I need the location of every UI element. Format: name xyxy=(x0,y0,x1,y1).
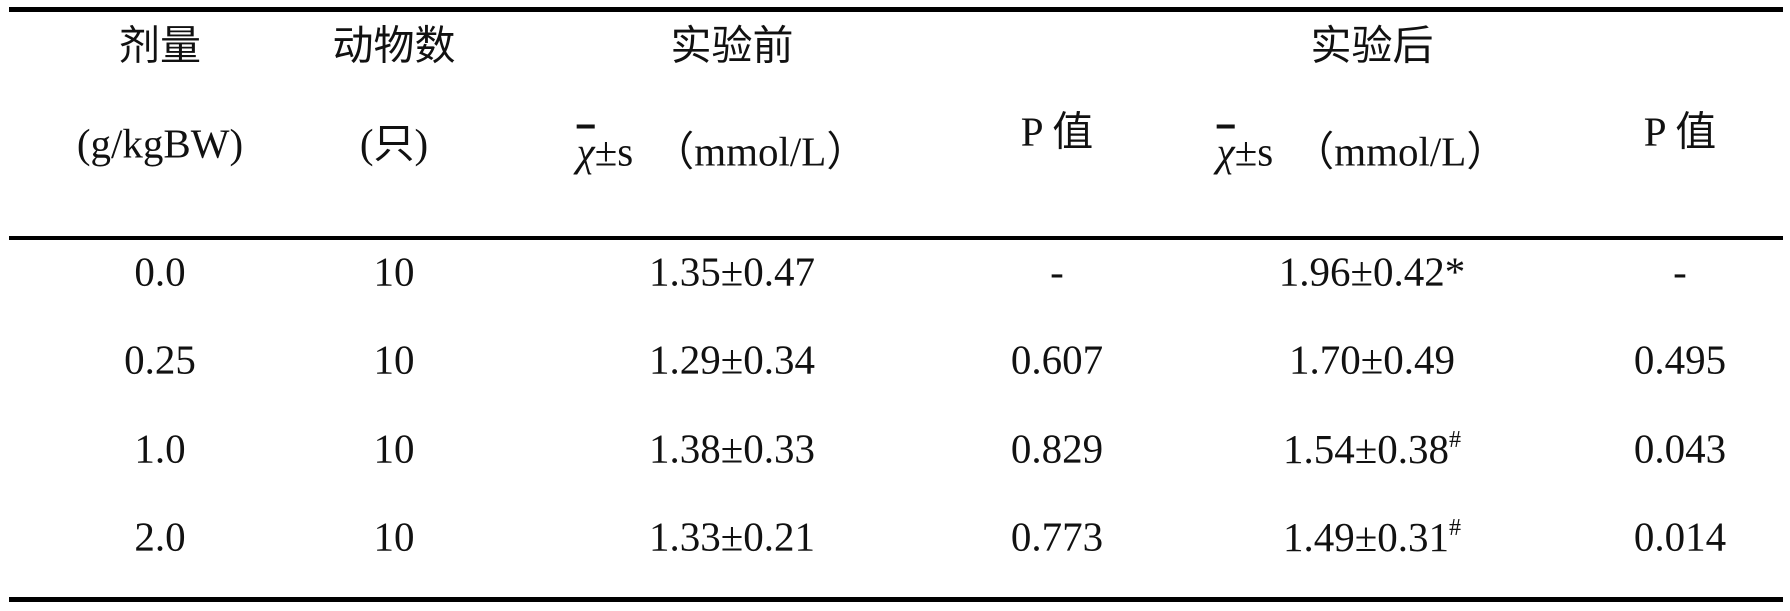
mean: 1.70 xyxy=(1288,336,1361,383)
plus-minus: ± xyxy=(720,425,744,472)
sd: 0.21 xyxy=(743,513,816,560)
table-cell: 1.29±0.34 xyxy=(648,336,816,383)
note: # xyxy=(1449,427,1462,453)
sd: 0.49 xyxy=(1383,336,1456,383)
plus-minus: ± xyxy=(1354,426,1378,472)
header-cell: χ±s （mmol/L） xyxy=(576,128,868,175)
mean: 1.35 xyxy=(648,248,721,295)
table-cell: 0.25 xyxy=(124,336,196,383)
table-cell: 0.495 xyxy=(1633,336,1727,383)
mean: 1.33 xyxy=(648,513,721,560)
stat: s xyxy=(1257,128,1274,175)
header-cell: 实验前 xyxy=(670,22,794,69)
header-cell: 剂量 xyxy=(119,22,201,69)
header-cell: (g/kgBW) xyxy=(76,120,244,167)
table-cell: - xyxy=(1673,248,1687,295)
mean: 1.96 xyxy=(1278,248,1351,295)
sd: 0.38 xyxy=(1377,426,1450,472)
table-cell: 0.014 xyxy=(1633,513,1727,560)
table-cell: - xyxy=(1050,248,1064,295)
mean: 1.29 xyxy=(648,336,721,383)
mean: 1.49 xyxy=(1282,514,1355,560)
table-cell: 1.38±0.33 xyxy=(648,425,816,472)
sd: 0.33 xyxy=(743,425,816,472)
plus-minus: ± xyxy=(1360,336,1384,383)
header-cell: (只) xyxy=(359,120,429,167)
mean-symbol: χ xyxy=(576,128,595,175)
sd: 0.42 xyxy=(1373,248,1445,295)
note: * xyxy=(1444,248,1466,295)
mid-rule xyxy=(9,236,1783,240)
table-cell: 0.773 xyxy=(1010,513,1104,560)
table-cell: 1.35±0.47 xyxy=(648,248,816,295)
plus-minus: ± xyxy=(720,513,744,560)
unit: （mmol/L） xyxy=(1293,128,1508,175)
table-cell: 1.54±0.38# xyxy=(1283,428,1461,470)
bottom-rule xyxy=(9,597,1783,602)
sd: 0.31 xyxy=(1377,514,1450,560)
header-cell: χ±s （mmol/L） xyxy=(1216,128,1508,175)
table-cell: 0.829 xyxy=(1010,425,1104,472)
sd: 0.47 xyxy=(743,248,816,295)
plus-minus: ± xyxy=(1354,514,1378,560)
mean: 1.38 xyxy=(648,425,721,472)
header-cell: 实验后 xyxy=(1310,22,1434,69)
mean: 1.54 xyxy=(1282,426,1355,472)
table-cell: 1.96±0.42* xyxy=(1278,248,1466,295)
header-cell: P 值 xyxy=(1020,108,1094,155)
top-rule xyxy=(9,7,1783,12)
plus-minus: ± xyxy=(1350,248,1374,295)
table-cell: 1.70±0.49 xyxy=(1288,336,1456,383)
table-cell: 10 xyxy=(373,248,415,295)
header-cell: P 值 xyxy=(1643,108,1717,155)
sd: 0.34 xyxy=(743,336,816,383)
plus-minus: ± xyxy=(1234,128,1258,175)
table-cell: 10 xyxy=(373,336,415,383)
table-cell: 10 xyxy=(373,513,415,560)
table-cell: 1.49±0.31# xyxy=(1283,516,1461,558)
unit: （mmol/L） xyxy=(653,128,868,175)
table-cell: 1.33±0.21 xyxy=(648,513,816,560)
header-cell: 动物数 xyxy=(332,22,456,69)
plus-minus: ± xyxy=(720,248,744,295)
table-cell: 0.0 xyxy=(134,248,186,295)
plus-minus: ± xyxy=(720,336,744,383)
stat: s xyxy=(617,128,634,175)
table-cell: 0.607 xyxy=(1010,336,1104,383)
table-cell: 0.043 xyxy=(1633,425,1727,472)
table-cell: 2.0 xyxy=(134,513,186,560)
table-cell: 1.0 xyxy=(134,425,186,472)
mean-symbol: χ xyxy=(1216,128,1235,175)
note: # xyxy=(1449,515,1462,541)
table-cell: 10 xyxy=(373,425,415,472)
plus-minus: ± xyxy=(594,128,618,175)
